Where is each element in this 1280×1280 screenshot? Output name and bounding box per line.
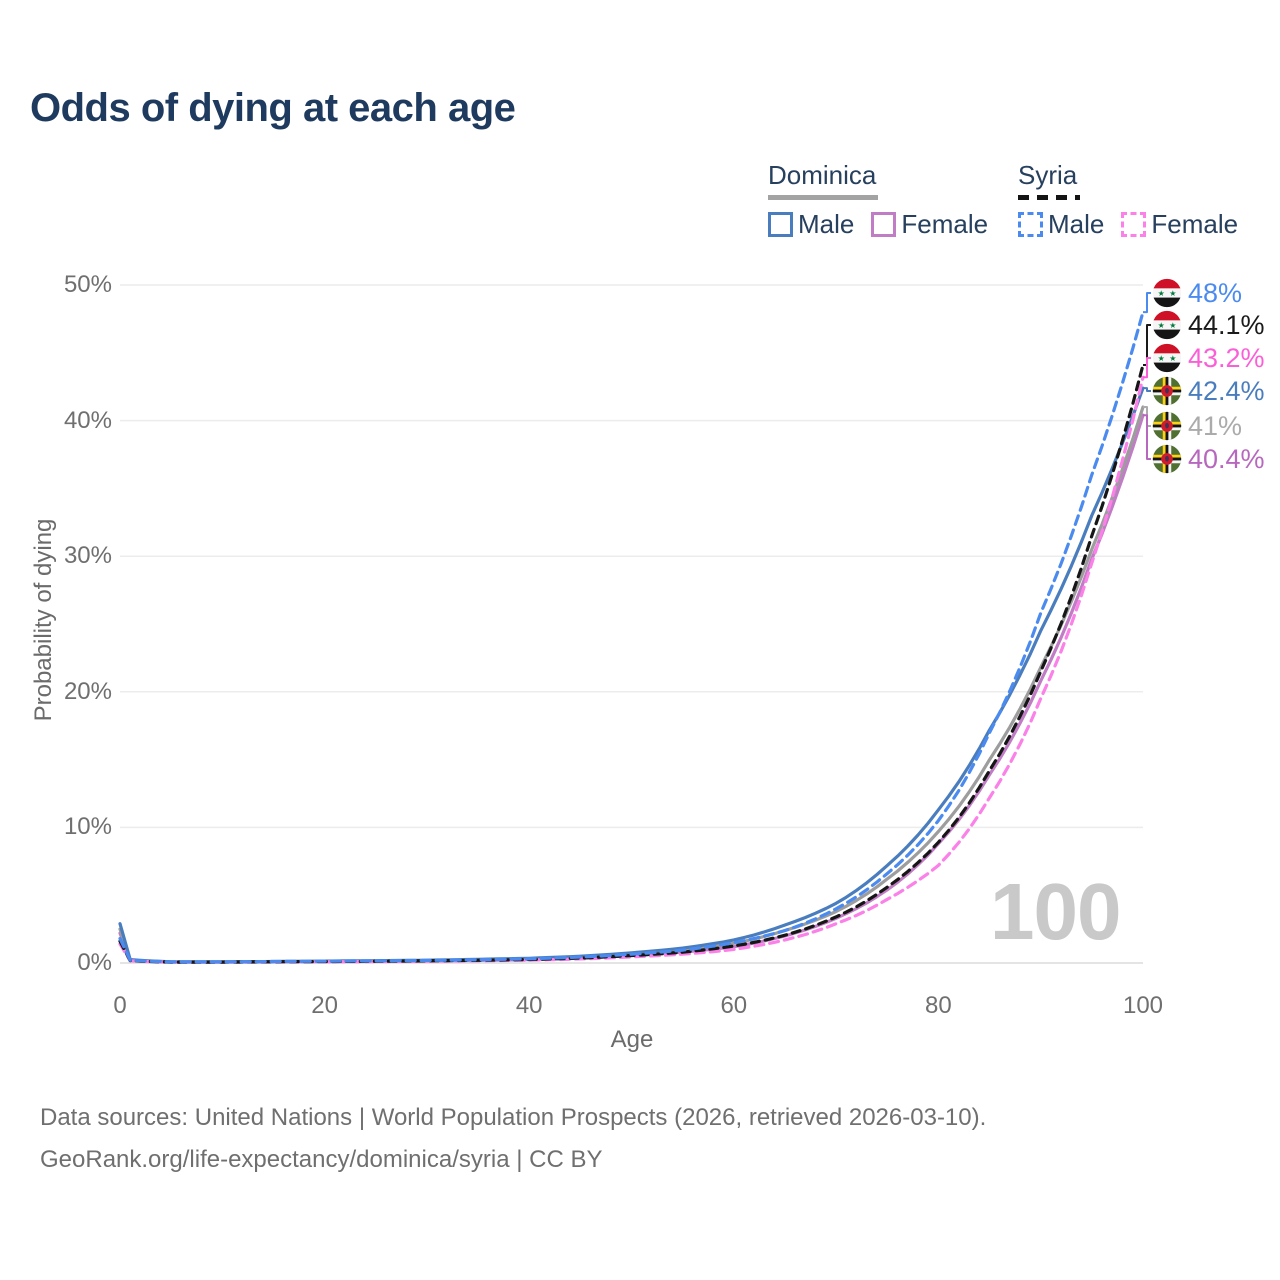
x-tick-40: 40	[515, 992, 543, 1019]
x-tick-20: 20	[311, 992, 338, 1019]
end-label-value-syria_female: 43.2%	[1188, 343, 1265, 373]
svg-text:★: ★	[1169, 354, 1176, 363]
footer-data-sources: Data sources: United Nations | World Pop…	[40, 1104, 987, 1131]
dominica-flag-icon	[1152, 411, 1182, 441]
end-label-value-dominica_male: 42.4%	[1188, 376, 1265, 406]
legend-label-dominica-male[interactable]: Male	[798, 209, 855, 239]
y-tick-50%: 50%	[63, 271, 112, 298]
y-tick-0%: 0%	[77, 949, 112, 976]
end-label-value-dominica_total: 41%	[1188, 411, 1243, 441]
end-label-connector-dominica_female	[1143, 414, 1151, 460]
dominica-flag-icon-wrap	[1152, 411, 1182, 441]
series-line-syria_male[interactable]	[118, 310, 1145, 964]
dominica-flag-icon-wrap	[1152, 444, 1182, 474]
x-tick-60: 60	[720, 992, 748, 1019]
legend-underline-dominica-solid	[768, 195, 878, 200]
legend-swatch-dominica-female[interactable]	[871, 212, 897, 237]
syria-flag-icon-wrap: ★ ★	[1152, 278, 1182, 308]
legend-group-syria: Syria Male Female	[1018, 160, 1238, 240]
end-label-connector-dominica_male	[1143, 387, 1151, 392]
end-label-value-syria_total: 44.1%	[1188, 310, 1265, 340]
x-axis-title: Age	[610, 1026, 654, 1053]
age-watermark: 100	[990, 867, 1121, 956]
svg-text:★: ★	[1169, 321, 1176, 330]
y-tick-40%: 40%	[63, 406, 112, 434]
end-label-value-syria_male: 48%	[1188, 278, 1243, 308]
y-tick-30%: 30%	[63, 542, 112, 570]
syria-flag-icon: ★ ★	[1152, 310, 1182, 340]
syria-flag-icon-wrap: ★ ★	[1152, 343, 1182, 373]
legend-swatch-syria-male[interactable]	[1018, 212, 1043, 237]
x-tick-0: 0	[113, 992, 127, 1019]
y-tick-10%: 10%	[63, 813, 112, 841]
footer-attribution: GeoRank.org/life-expectancy/dominica/syr…	[40, 1146, 603, 1173]
dominica-flag-icon-wrap	[1152, 376, 1182, 406]
legend-underline-syria-dashed	[1018, 195, 1080, 200]
svg-text:★: ★	[1158, 354, 1165, 363]
dominica-flag-icon	[1152, 376, 1182, 406]
legend-swatch-syria-female[interactable]	[1121, 212, 1147, 237]
end-label-connector-syria_female	[1143, 357, 1151, 379]
legend-country-dominica[interactable]: Dominica	[768, 160, 877, 190]
legend-label-syria-female[interactable]: Female	[1151, 209, 1239, 239]
syria-flag-icon: ★ ★	[1152, 343, 1182, 373]
legend-label-dominica-female[interactable]: Female	[901, 209, 989, 239]
end-label-connector-syria_male	[1143, 292, 1151, 314]
svg-text:★: ★	[1158, 321, 1165, 330]
y-tick-20%: 20%	[63, 677, 112, 705]
svg-text:★: ★	[1158, 289, 1165, 298]
end-label-value-dominica_female: 40.4%	[1188, 444, 1265, 474]
legend-country-syria[interactable]: Syria	[1018, 160, 1078, 190]
x-tick-80: 80	[925, 992, 952, 1019]
x-tick-100: 100	[1122, 992, 1164, 1019]
end-label-connector-syria_total	[1143, 324, 1151, 366]
syria-flag-icon-wrap: ★ ★	[1152, 310, 1182, 340]
syria-flag-icon: ★ ★	[1152, 278, 1182, 308]
legend-swatch-dominica-male[interactable]	[768, 212, 793, 237]
y-axis-title: Probability of dying	[30, 518, 57, 722]
legend-group-dominica: Dominica Male Female	[768, 160, 988, 240]
dominica-flag-icon	[1152, 444, 1182, 474]
page-title: Odds of dying at each age	[30, 86, 516, 130]
svg-text:★: ★	[1169, 289, 1176, 298]
legend-label-syria-male[interactable]: Male	[1048, 209, 1105, 239]
